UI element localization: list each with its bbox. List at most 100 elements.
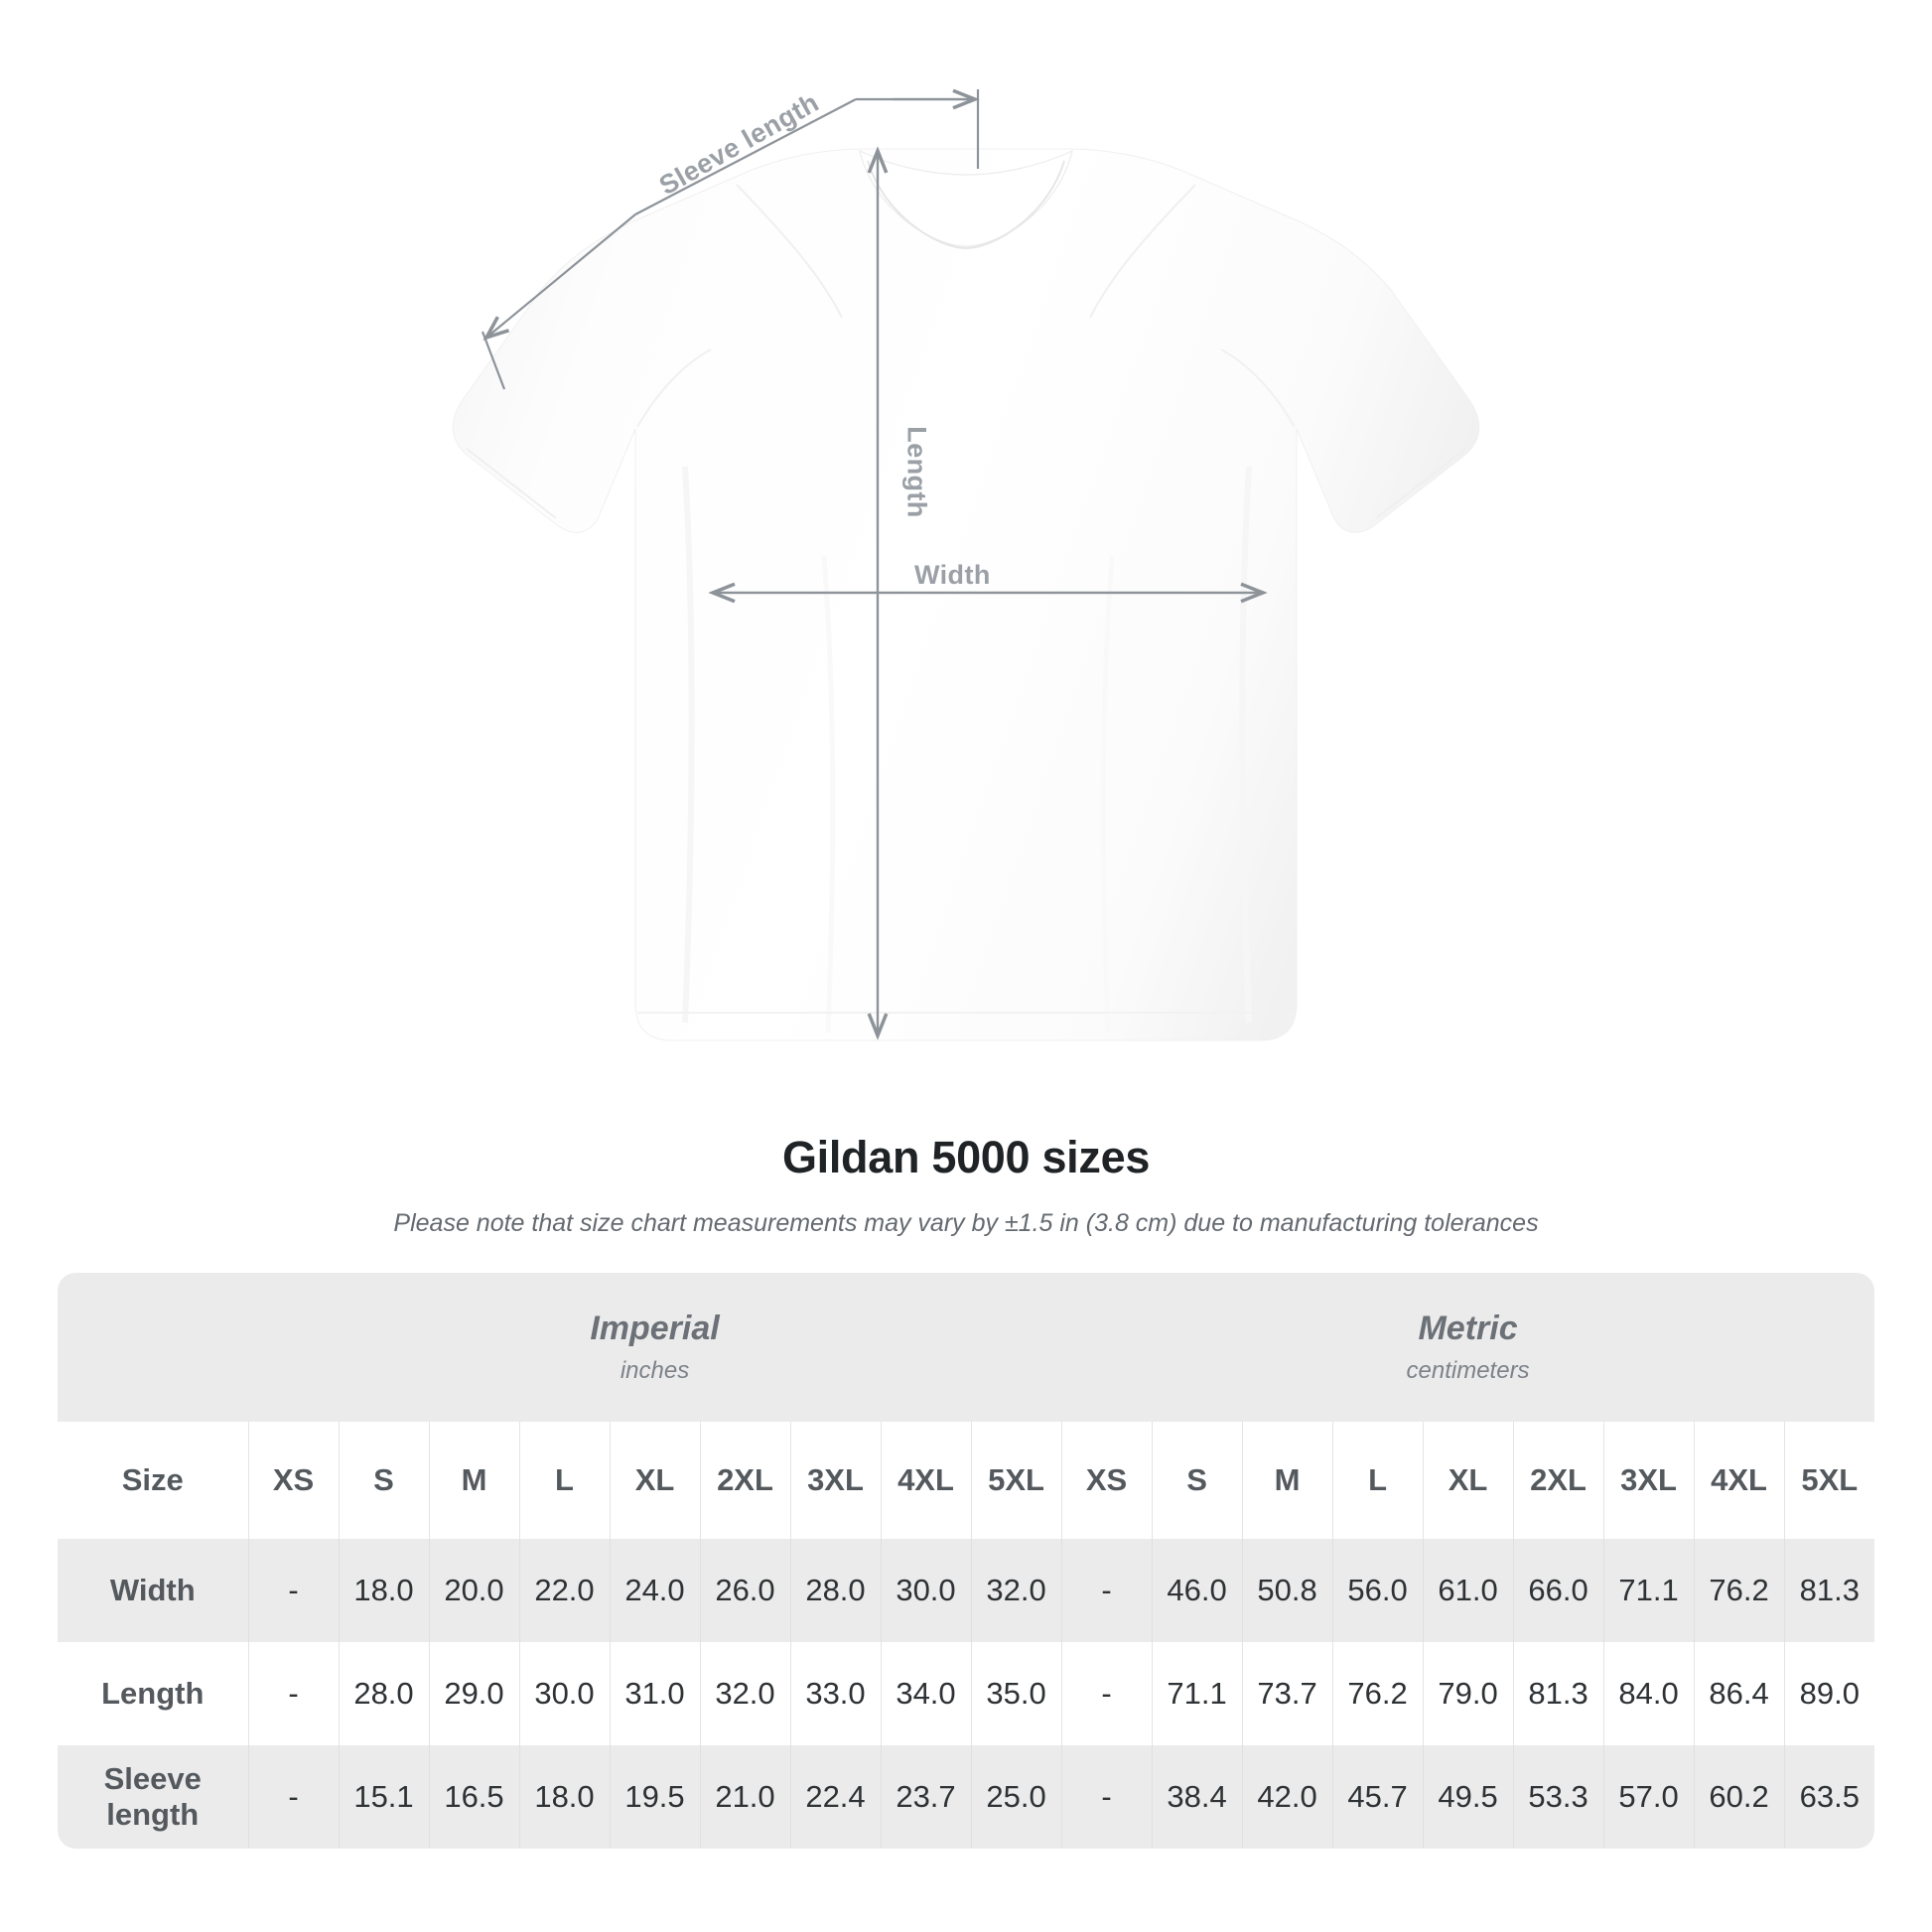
cell-sleeve-length-metric-xl: 49.5 xyxy=(1422,1745,1514,1849)
cell-width-metric-m: 50.8 xyxy=(1241,1539,1333,1642)
cell-width-imperial-4xl: 30.0 xyxy=(880,1539,971,1642)
cell-width-metric-4xl: 76.2 xyxy=(1693,1539,1785,1642)
tshirt-diagram: Sleeve length Length Width xyxy=(452,87,1480,1041)
size-header-cell-imperial-2xl: 2XL xyxy=(699,1422,790,1539)
cell-length-metric-l: 76.2 xyxy=(1331,1642,1424,1745)
unit-group-subtitle: inches xyxy=(620,1356,690,1384)
sleeve-mid-segment xyxy=(634,98,857,215)
size-chart-container: Imperial inches Metric centimeters Size XS S M L… xyxy=(58,1273,1875,1849)
cell-sleeve-length-imperial-xl: 19.5 xyxy=(609,1745,700,1849)
cell-width-imperial-5xl: 32.0 xyxy=(970,1539,1062,1642)
cell-sleeve-length-metric-2xl: 53.3 xyxy=(1512,1745,1604,1849)
size-header-cell-metric-5xl: 5XL xyxy=(1783,1422,1875,1539)
row-label-length: Length xyxy=(58,1642,248,1745)
cell-length-metric-xl: 79.0 xyxy=(1422,1642,1514,1745)
cell-length-imperial-xs: - xyxy=(247,1642,339,1745)
cell-length-imperial-xl: 31.0 xyxy=(609,1642,700,1745)
cell-length-metric-3xl: 84.0 xyxy=(1602,1642,1695,1745)
cell-length-imperial-5xl: 35.0 xyxy=(970,1642,1062,1745)
cell-sleeve-length-imperial-m: 16.5 xyxy=(428,1745,519,1849)
cell-sleeve-length-metric-xs: - xyxy=(1060,1745,1153,1849)
measurement-lines xyxy=(481,88,1268,1040)
sleeve-tick-hem xyxy=(481,331,506,390)
size-header-cell-imperial-m: M xyxy=(428,1422,519,1539)
cell-length-imperial-s: 28.0 xyxy=(338,1642,429,1745)
table-row: Sleeve length - 15.1 16.5 18.0 19.5 21.0 22.4 23… xyxy=(58,1745,1875,1849)
cell-width-metric-s: 46.0 xyxy=(1151,1539,1243,1642)
unit-group-subtitle: centimeters xyxy=(1406,1356,1530,1384)
width-label: Width xyxy=(914,560,991,590)
size-header-cell-imperial-4xl: 4XL xyxy=(880,1422,971,1539)
cell-sleeve-length-imperial-4xl: 23.7 xyxy=(880,1745,971,1849)
cell-length-metric-s: 71.1 xyxy=(1151,1642,1243,1745)
tolerance-note: Please note that size chart measurements… xyxy=(393,1209,1539,1237)
cell-width-imperial-xl: 24.0 xyxy=(609,1539,700,1642)
size-header-cell-imperial-s: S xyxy=(338,1422,429,1539)
row-label-width: Width xyxy=(58,1539,248,1642)
cell-width-metric-3xl: 71.1 xyxy=(1602,1539,1695,1642)
size-chart-table: Imperial inches Metric centimeters Size XS S M L… xyxy=(58,1273,1875,1849)
cell-sleeve-length-metric-s: 38.4 xyxy=(1151,1745,1243,1849)
cell-width-metric-xl: 61.0 xyxy=(1422,1539,1514,1642)
cell-width-metric-5xl: 81.3 xyxy=(1783,1539,1875,1642)
tshirt-illustration xyxy=(452,88,1480,1041)
cell-sleeve-length-imperial-l: 18.0 xyxy=(518,1745,610,1849)
cell-length-metric-2xl: 81.3 xyxy=(1512,1642,1604,1745)
cell-length-metric-xs: - xyxy=(1060,1642,1153,1745)
cell-length-imperial-l: 30.0 xyxy=(518,1642,610,1745)
tshirt-shape xyxy=(452,148,1480,1041)
unit-group-metric: Metric centimeters xyxy=(1061,1273,1875,1422)
cell-length-imperial-3xl: 33.0 xyxy=(789,1642,881,1745)
size-header-cell-metric-l: L xyxy=(1331,1422,1424,1539)
size-header-cell-metric-2xl: 2XL xyxy=(1512,1422,1604,1539)
cell-sleeve-length-metric-5xl: 63.5 xyxy=(1783,1745,1875,1849)
cell-width-metric-xs: - xyxy=(1060,1539,1153,1642)
cell-length-imperial-4xl: 34.0 xyxy=(880,1642,971,1745)
cell-width-imperial-m: 20.0 xyxy=(428,1539,519,1642)
cell-width-imperial-2xl: 26.0 xyxy=(699,1539,790,1642)
cell-width-metric-l: 56.0 xyxy=(1331,1539,1424,1642)
cell-length-metric-4xl: 86.4 xyxy=(1693,1642,1785,1745)
length-label: Length xyxy=(901,426,932,518)
size-header-cell-metric-3xl: 3XL xyxy=(1602,1422,1695,1539)
cell-sleeve-length-metric-l: 45.7 xyxy=(1331,1745,1424,1849)
cell-sleeve-length-imperial-s: 15.1 xyxy=(338,1745,429,1849)
cell-width-imperial-s: 18.0 xyxy=(338,1539,429,1642)
size-header-cell-imperial-xl: XL xyxy=(609,1422,700,1539)
unit-header-spacer xyxy=(58,1273,248,1422)
size-header-cell-imperial-3xl: 3XL xyxy=(789,1422,881,1539)
unit-group-imperial: Imperial inches xyxy=(248,1273,1062,1422)
table-row: Length -28.0 29.0 30.0 31.0 32.0 33.0 34.0 35.0-… xyxy=(58,1642,1875,1745)
size-header-cell-imperial-5xl: 5XL xyxy=(970,1422,1062,1539)
size-header-cell-metric-xs: XS xyxy=(1060,1422,1153,1539)
cell-sleeve-length-metric-4xl: 60.2 xyxy=(1693,1745,1785,1849)
size-header-cell-metric-4xl: 4XL xyxy=(1693,1422,1785,1539)
cell-sleeve-length-imperial-5xl: 25.0 xyxy=(970,1745,1062,1849)
size-header-cell-metric-m: M xyxy=(1241,1422,1333,1539)
cell-length-metric-5xl: 89.0 xyxy=(1783,1642,1875,1745)
page-title: Gildan 5000 sizes xyxy=(781,1132,1151,1182)
cell-length-imperial-m: 29.0 xyxy=(428,1642,519,1745)
size-header-cell-metric-xl: XL xyxy=(1422,1422,1514,1539)
size-header-cell-metric-s: S xyxy=(1151,1422,1243,1539)
sleeve-lower-segment xyxy=(483,213,636,342)
table-row: Width -18.0 20.0 22.0 24.0 26.0 28.0 30.0 32.0-4… xyxy=(58,1539,1875,1642)
unit-group-name: Imperial xyxy=(590,1310,720,1348)
cell-width-imperial-3xl: 28.0 xyxy=(789,1539,881,1642)
cell-width-metric-2xl: 66.0 xyxy=(1512,1539,1604,1642)
row-label-sleeve-length: Sleeve length xyxy=(58,1745,248,1849)
cell-sleeve-length-metric-3xl: 57.0 xyxy=(1602,1745,1695,1849)
cell-sleeve-length-metric-m: 42.0 xyxy=(1241,1745,1333,1849)
cell-sleeve-length-imperial-2xl: 21.0 xyxy=(699,1745,790,1849)
cell-length-metric-m: 73.7 xyxy=(1241,1642,1333,1745)
size-header-cell-imperial-xs: XS xyxy=(247,1422,339,1539)
unit-group-name: Metric xyxy=(1418,1310,1518,1348)
cell-width-imperial-xs: - xyxy=(247,1539,339,1642)
cell-width-imperial-l: 22.0 xyxy=(518,1539,610,1642)
size-header-label: Size xyxy=(58,1422,248,1539)
title-block: Gildan 5000 sizes Please note that size … xyxy=(0,1132,1932,1238)
cell-sleeve-length-imperial-3xl: 22.4 xyxy=(789,1745,881,1849)
size-header-row: Size XS S M L XL 2XL 3XL 4XL 5XL XS S M L XL 2XL 3XL 4XL 5… xyxy=(58,1422,1875,1539)
unit-header-row: Imperial inches Metric centimeters xyxy=(58,1273,1875,1422)
size-header-cell-imperial-l: L xyxy=(518,1422,610,1539)
